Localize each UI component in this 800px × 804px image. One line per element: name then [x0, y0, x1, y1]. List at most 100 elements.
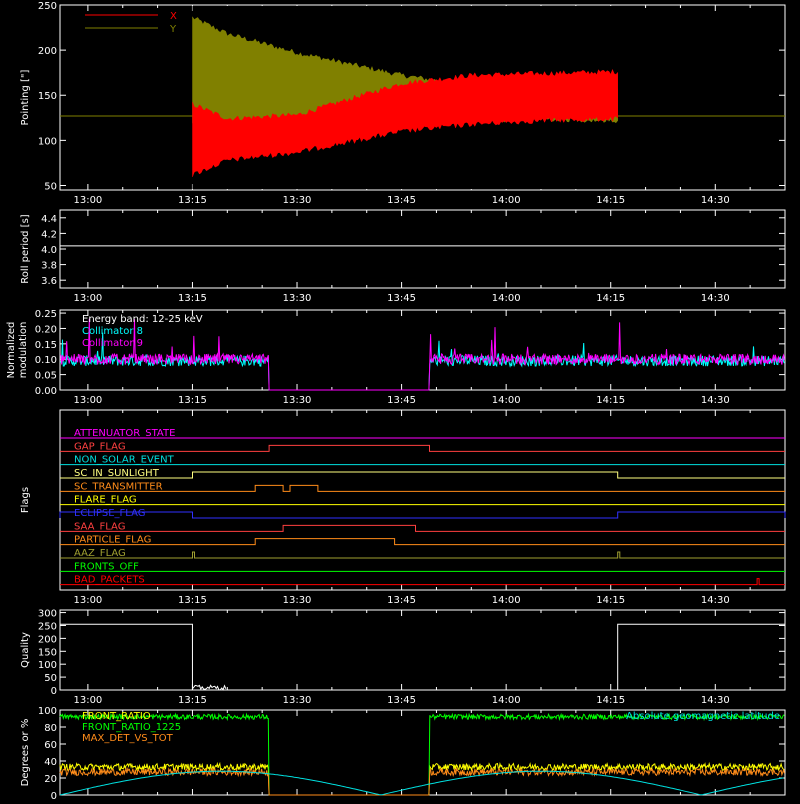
x-tick-label: 13:15 — [178, 395, 207, 406]
y-tick-label: 200 — [38, 634, 57, 645]
y-tick-label: 0.15 — [35, 340, 57, 351]
y-tick-label: 50 — [44, 181, 57, 192]
y-tick-label: 4.2 — [41, 229, 57, 240]
flag-label-sc-in-sunlight: SC_IN_SUNLIGHT — [74, 468, 160, 479]
y-tick-label: 4.4 — [41, 214, 57, 225]
x-tick-label: 13:45 — [387, 293, 416, 304]
panel-4-frame — [59, 409, 786, 591]
y-tick-label: 3.6 — [41, 276, 57, 287]
x-tick-label: 13:30 — [283, 595, 312, 606]
legend-label-front-ratio: FRONT_RATIO — [82, 711, 151, 722]
quality-line — [60, 623, 785, 691]
flag-label-eclipse-flag: ECLIPSE_FLAG — [74, 508, 145, 519]
y-tick-label: 0.25 — [35, 309, 57, 320]
x-tick-label: 13:00 — [73, 293, 102, 304]
x-tick-label: 13:30 — [283, 293, 312, 304]
y-tick-label: 80 — [44, 723, 57, 734]
x-tick-label: 13:45 — [387, 195, 416, 206]
x-tick-label: 14:15 — [596, 293, 625, 304]
flag-line-eclipse-flag — [59, 511, 786, 519]
x-tick-label: 14:30 — [701, 395, 730, 406]
y-tick-label: 50 — [44, 673, 57, 684]
legend-label-front-ratio-1225: FRONT_RATIO_1225 — [82, 722, 181, 733]
flag-label-aaz-flag: AAZ_FLAG — [74, 548, 126, 559]
legend-label-collimator-8: Collimator 8 — [82, 326, 143, 337]
y-tick-label: 100 — [38, 706, 57, 717]
y-axis-label: Quality — [20, 632, 31, 668]
x-tick-label: 13:15 — [178, 695, 207, 706]
x-tick-label: 14:15 — [596, 595, 625, 606]
x-tick-label: 13:30 — [283, 395, 312, 406]
y-axis-label: Pointing ["] — [20, 69, 31, 125]
y-tick-label: 0 — [51, 791, 57, 800]
y-tick-label: 150 — [38, 91, 57, 102]
x-tick-label: 13:00 — [73, 695, 102, 706]
legend-label-collimator-9: Collimator 9 — [82, 338, 143, 349]
y-tick-label: 200 — [38, 46, 57, 57]
x-tick-label: 13:00 — [73, 595, 102, 606]
panel-1-frame — [59, 4, 786, 191]
series-x-band — [192, 68, 618, 177]
legend-label-max-det-vs-tot: MAX_DET_VS_TOT — [82, 733, 174, 744]
y-tick-label: 250 — [38, 621, 57, 632]
y-axis-label: Normalized — [6, 322, 17, 379]
flag-line-sc-transmitter — [60, 484, 785, 492]
y-tick-label: 60 — [44, 740, 57, 751]
flag-line-gap-flag — [60, 444, 785, 452]
x-tick-label: 14:00 — [492, 395, 521, 406]
x-tick-label: 14:30 — [701, 195, 730, 206]
flag-line-sc-in-sunlight — [60, 471, 785, 479]
x-tick-label: 14:15 — [596, 395, 625, 406]
y-tick-label: 250 — [38, 1, 57, 12]
energy-band-annotation: Energy band: 12-25 keV — [82, 314, 203, 325]
legend-label-x: X — [170, 11, 177, 22]
panel-2-frame — [59, 209, 786, 289]
x-tick-label: 14:30 — [701, 595, 730, 606]
flag-label-attenuator-state: ATTENUATOR_STATE — [74, 428, 175, 439]
x-tick-label: 13:15 — [178, 195, 207, 206]
x-tick-label: 13:15 — [178, 293, 207, 304]
x-tick-label: 14:00 — [492, 695, 521, 706]
y-tick-label: 20 — [44, 774, 57, 785]
y-tick-label: 0.05 — [35, 371, 57, 382]
x-tick-label: 13:15 — [178, 595, 207, 606]
x-tick-label: 13:30 — [283, 195, 312, 206]
y-axis-label: Roll period [s] — [20, 214, 31, 283]
flag-line-particle-flag — [60, 538, 785, 546]
flag-label-non-solar-event: NON_SOLAR_EVENT — [74, 455, 175, 466]
y-tick-label: 3.8 — [41, 261, 57, 272]
y-tick-label: 40 — [44, 757, 57, 768]
x-tick-label: 14:00 — [492, 195, 521, 206]
flag-line-aaz-flag — [60, 551, 785, 559]
y-tick-label: 0.00 — [35, 386, 57, 397]
y-axis-label: modulation — [18, 322, 29, 379]
y-tick-label: 0.20 — [35, 324, 57, 335]
x-tick-label: 13:30 — [283, 695, 312, 706]
y-tick-label: 4.0 — [41, 245, 57, 256]
latitude-annotation: Absolute geomagnetic latitude — [626, 711, 780, 722]
x-tick-label: 14:15 — [596, 195, 625, 206]
y-axis-label: Degrees or % — [20, 719, 31, 787]
x-tick-label: 14:00 — [492, 293, 521, 304]
flag-label-bad-packets: BAD_PACKETS — [74, 575, 145, 586]
x-tick-label: 13:45 — [387, 595, 416, 606]
series-latitude-line — [59, 770, 784, 796]
x-tick-label: 14:30 — [701, 695, 730, 706]
y-tick-label: 300 — [38, 609, 57, 620]
x-tick-label: 14:00 — [492, 595, 521, 606]
y-axis-label: Flags — [20, 487, 31, 513]
y-tick-label: 0.10 — [35, 355, 57, 366]
x-tick-label: 13:45 — [387, 695, 416, 706]
y-tick-label: 100 — [38, 136, 57, 147]
legend-label-y: Y — [169, 24, 177, 35]
y-tick-label: 100 — [38, 660, 57, 671]
y-tick-label: 0 — [51, 686, 57, 697]
series-max-det-vs-tot-line — [59, 767, 785, 796]
x-tick-label: 13:45 — [387, 395, 416, 406]
flag-label-fronts-off: FRONTS_OFF — [74, 561, 139, 572]
series-collimator-9-line — [59, 318, 785, 391]
quality-noise — [192, 684, 227, 691]
x-tick-label: 13:00 — [73, 195, 102, 206]
